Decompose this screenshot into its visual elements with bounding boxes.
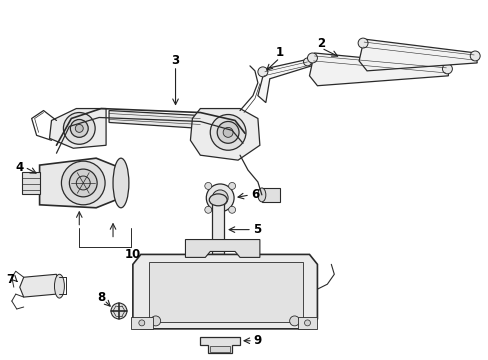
Polygon shape	[20, 274, 60, 297]
Text: 10: 10	[124, 248, 141, 261]
Bar	[131, 317, 152, 329]
Circle shape	[63, 113, 95, 144]
Bar	[21, 172, 40, 194]
Polygon shape	[133, 255, 317, 329]
Polygon shape	[358, 39, 476, 71]
Circle shape	[206, 184, 234, 212]
Text: 2: 2	[317, 37, 325, 50]
Text: 1: 1	[275, 46, 283, 59]
Circle shape	[357, 38, 367, 48]
Text: 6: 6	[250, 188, 259, 201]
Circle shape	[228, 206, 235, 213]
Polygon shape	[109, 111, 200, 129]
Circle shape	[217, 195, 223, 201]
Circle shape	[228, 183, 235, 189]
Circle shape	[111, 303, 127, 319]
Bar	[297, 317, 317, 329]
Polygon shape	[200, 337, 240, 353]
Circle shape	[210, 114, 245, 150]
Polygon shape	[40, 158, 121, 208]
Circle shape	[150, 316, 161, 326]
Circle shape	[257, 67, 267, 77]
Text: 9: 9	[253, 334, 262, 347]
Text: 8: 8	[97, 291, 105, 303]
Circle shape	[212, 190, 228, 206]
Bar	[148, 262, 302, 322]
Circle shape	[204, 206, 211, 213]
Text: 7: 7	[6, 273, 14, 286]
Bar	[210, 346, 230, 352]
Bar	[262, 188, 279, 202]
Circle shape	[61, 161, 105, 205]
Circle shape	[469, 51, 479, 61]
Circle shape	[75, 125, 83, 132]
Ellipse shape	[209, 194, 226, 206]
Circle shape	[442, 64, 451, 74]
Polygon shape	[309, 53, 447, 86]
Circle shape	[289, 316, 299, 326]
Text: 5: 5	[252, 223, 261, 236]
Polygon shape	[190, 109, 259, 160]
Circle shape	[307, 53, 317, 63]
Circle shape	[223, 127, 233, 137]
Polygon shape	[257, 59, 311, 103]
Ellipse shape	[54, 274, 64, 298]
Polygon shape	[185, 239, 259, 257]
Circle shape	[69, 169, 97, 197]
Ellipse shape	[257, 188, 265, 202]
Polygon shape	[49, 109, 106, 148]
Ellipse shape	[113, 158, 129, 208]
Text: 4: 4	[16, 161, 24, 174]
Circle shape	[217, 121, 239, 143]
Circle shape	[304, 320, 310, 326]
Circle shape	[303, 58, 311, 66]
Circle shape	[204, 183, 211, 189]
Text: 3: 3	[171, 54, 179, 67]
Circle shape	[76, 176, 90, 190]
Circle shape	[139, 320, 144, 326]
Circle shape	[70, 120, 88, 137]
Bar	[212, 200, 224, 255]
